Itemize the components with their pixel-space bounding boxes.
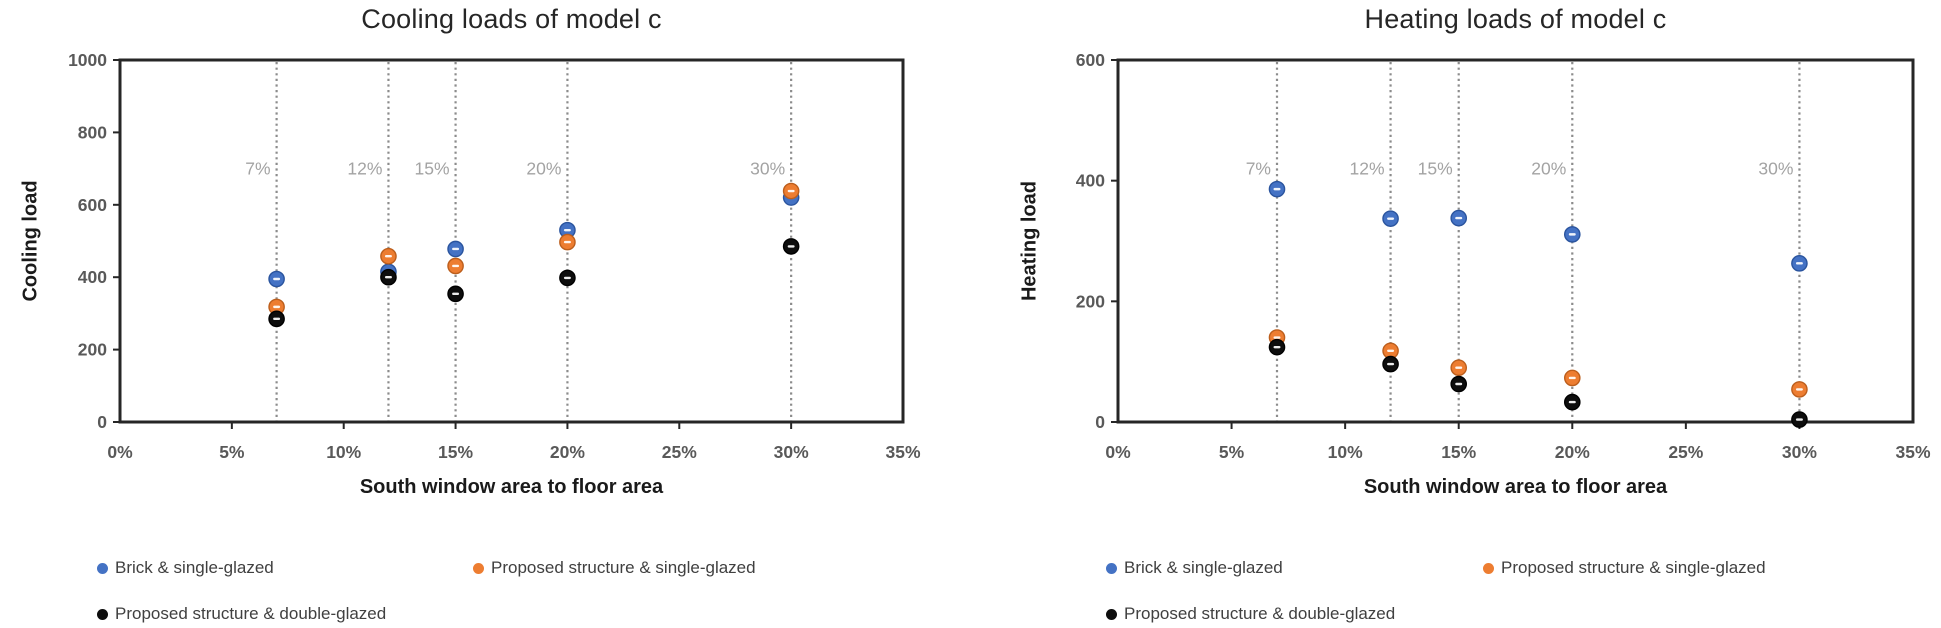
data-point-highlight xyxy=(1455,366,1463,369)
data-point-highlight xyxy=(563,240,571,244)
x-tick-label: 15% xyxy=(1441,442,1476,462)
x-tick-label: 0% xyxy=(107,442,133,462)
data-point-highlight xyxy=(1387,362,1395,366)
x-tick-label: 0% xyxy=(1105,442,1131,462)
vline-annotation: 12% xyxy=(1350,159,1385,179)
cooling-x-axis-title: South window area to floor area xyxy=(359,476,664,498)
data-point-highlight xyxy=(452,247,460,251)
legend-label: Proposed structure & double-glazed xyxy=(115,604,387,623)
data-point-highlight xyxy=(1387,217,1395,220)
vline-annotation: 30% xyxy=(750,159,785,179)
vline-annotation: 7% xyxy=(245,159,270,179)
data-point-highlight xyxy=(1568,400,1576,404)
plot-border xyxy=(118,58,905,424)
y-tick-label: 400 xyxy=(78,267,107,287)
y-tick-label: 200 xyxy=(1076,291,1105,311)
y-tick-label: 0 xyxy=(97,412,107,432)
x-tick-label: 30% xyxy=(1782,442,1817,462)
data-point-highlight xyxy=(563,276,571,280)
data-point-highlight xyxy=(787,245,795,248)
legend-dot-black-icon xyxy=(1106,608,1117,620)
x-tick-label: 5% xyxy=(219,442,245,462)
legend-label: Proposed structure & single-glazed xyxy=(1501,558,1766,577)
heating-y-axis-title: Heating load xyxy=(1018,180,1041,302)
y-tick-label: 0 xyxy=(1095,412,1105,432)
legend-dot-black-icon xyxy=(97,608,108,620)
vline-annotation: 20% xyxy=(1531,159,1566,179)
y-tick-label: 800 xyxy=(78,122,107,142)
legend-label: Proposed structure & single-glazed xyxy=(491,558,756,577)
y-tick-label: 400 xyxy=(1076,171,1105,191)
legend-item-proposed-single: Proposed structure & single-glazed xyxy=(1483,557,1766,579)
y-tick-label: 200 xyxy=(78,340,107,360)
data-point-highlight xyxy=(384,255,392,258)
vline-annotation: 15% xyxy=(415,159,450,179)
data-point-highlight xyxy=(787,189,795,193)
vline-annotation: 15% xyxy=(1418,159,1453,179)
vline-annotation: 7% xyxy=(1246,159,1271,179)
x-tick-label: 5% xyxy=(1219,442,1245,462)
legend-item-proposed-double: Proposed structure & double-glazed xyxy=(97,603,386,625)
plot-border xyxy=(1116,58,1915,424)
x-tick-label: 30% xyxy=(774,442,809,462)
x-tick-label: 15% xyxy=(438,442,473,462)
x-tick-label: 35% xyxy=(1895,442,1930,462)
x-tick-label: 20% xyxy=(550,442,585,462)
legend-item-brick-single: Brick & single-glazed xyxy=(97,557,274,579)
x-tick-label: 25% xyxy=(662,442,697,462)
legend-label: Brick & single-glazed xyxy=(115,558,274,577)
legend-dot-orange-icon xyxy=(1483,562,1494,574)
heating-chart-title: Heating loads of model c xyxy=(1364,4,1667,34)
vline-annotation: 12% xyxy=(347,159,382,179)
data-point-highlight xyxy=(1273,336,1281,339)
data-point-highlight xyxy=(452,264,460,268)
data-point-highlight xyxy=(273,277,281,281)
legend-dot-blue-icon xyxy=(97,562,108,574)
y-tick-label: 600 xyxy=(78,195,107,215)
data-point-highlight xyxy=(384,276,392,279)
data-point-highlight xyxy=(1795,418,1803,421)
data-point-highlight xyxy=(1568,233,1576,236)
legend-dot-blue-icon xyxy=(1106,562,1117,574)
vline-annotation: 20% xyxy=(526,159,561,179)
data-point-highlight xyxy=(1795,262,1803,265)
legend-label: Brick & single-glazed xyxy=(1124,558,1283,577)
data-point-highlight xyxy=(1387,349,1395,353)
cooling-y-axis-title: Cooling load xyxy=(19,180,42,302)
data-point-highlight xyxy=(1455,216,1463,220)
legend-label: Proposed structure & double-glazed xyxy=(1124,604,1396,623)
heating-x-axis-title: South window area to floor area xyxy=(1363,476,1668,498)
data-point-highlight xyxy=(1568,376,1576,380)
data-point-highlight xyxy=(273,317,281,321)
data-point-highlight xyxy=(1273,187,1281,191)
y-tick-label: 600 xyxy=(1076,50,1105,70)
x-tick-label: 35% xyxy=(885,442,920,462)
data-point-highlight xyxy=(1795,388,1803,391)
data-point-highlight xyxy=(1455,382,1463,386)
legend-item-proposed-single: Proposed structure & single-glazed xyxy=(473,557,756,579)
legend-item-brick-single: Brick & single-glazed xyxy=(1106,557,1283,579)
x-tick-label: 10% xyxy=(1328,442,1363,462)
x-tick-label: 20% xyxy=(1555,442,1590,462)
x-tick-label: 10% xyxy=(326,442,361,462)
x-tick-label: 25% xyxy=(1668,442,1703,462)
cooling-chart-title: Cooling loads of model c xyxy=(361,4,662,34)
data-point-highlight xyxy=(563,228,571,232)
legend-dot-orange-icon xyxy=(473,562,484,574)
data-point-highlight xyxy=(273,305,281,309)
data-point-highlight xyxy=(452,292,460,296)
data-point-highlight xyxy=(1273,345,1281,349)
y-tick-label: 1000 xyxy=(68,50,107,70)
legend-item-proposed-double: Proposed structure & double-glazed xyxy=(1106,603,1395,625)
vline-annotation: 30% xyxy=(1758,159,1793,179)
